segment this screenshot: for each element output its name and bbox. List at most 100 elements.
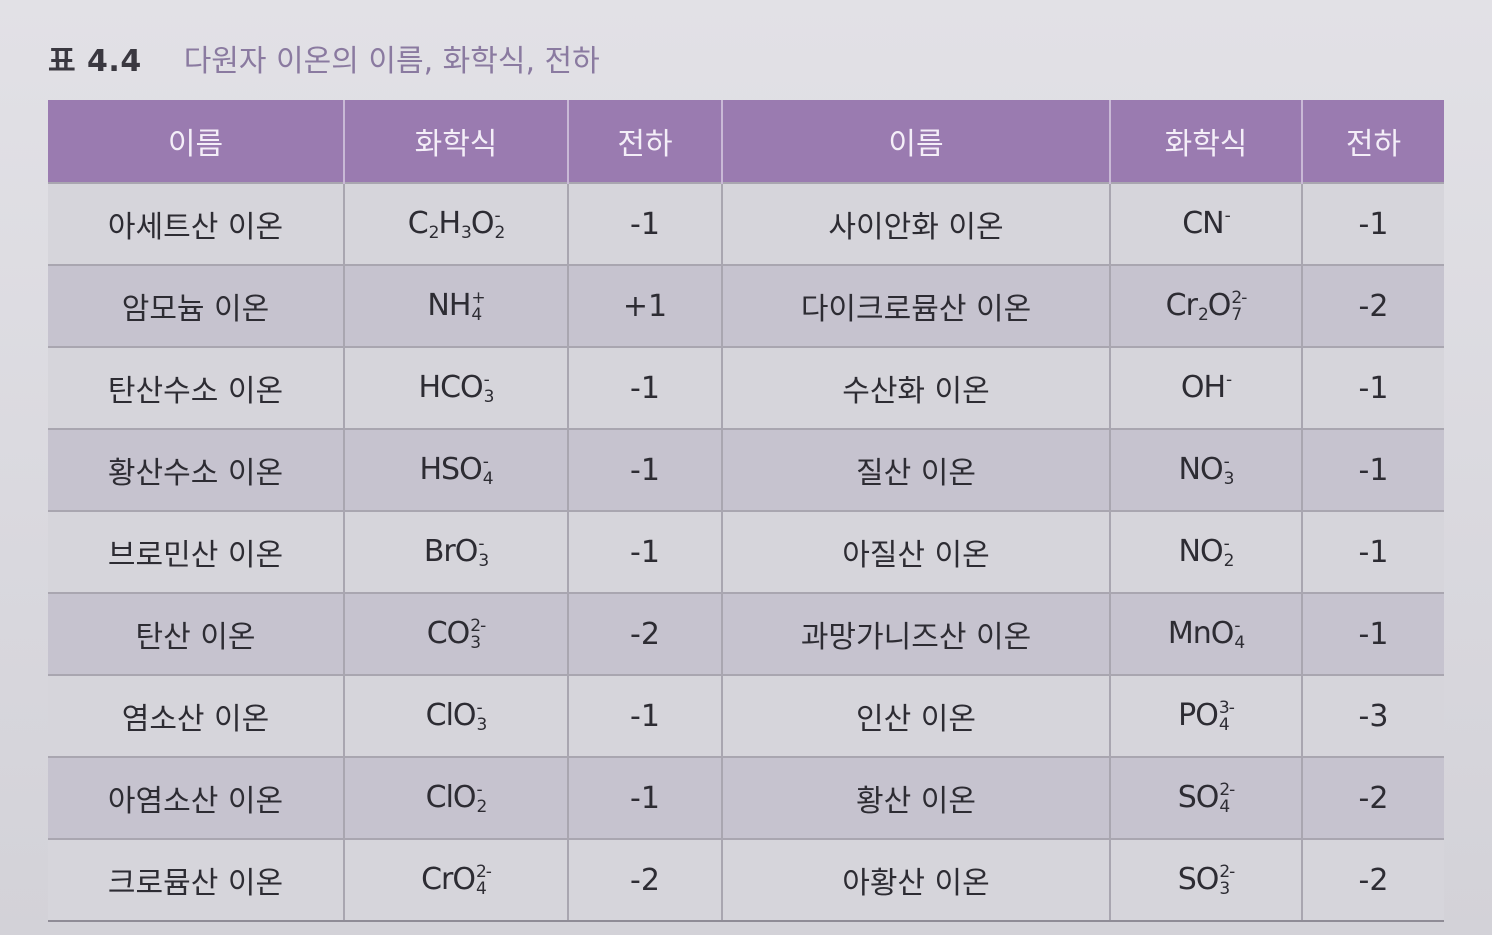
ion-charge-right: -1	[1301, 428, 1444, 511]
formula-element: CO	[426, 616, 471, 652]
formula-element: MnO	[1167, 616, 1235, 652]
formula-charge-superscript: 2-	[1219, 861, 1235, 882]
formula-subscript: 2	[476, 796, 488, 817]
ion-charge-left: -2	[567, 592, 723, 675]
ion-formula-right: PO 3- 4	[1109, 674, 1303, 757]
ion-name-left: 브로민산 이온	[48, 510, 345, 593]
formula-subscript: 3	[478, 550, 489, 571]
formula-element: NH	[427, 288, 471, 324]
formula-element: NO	[1178, 534, 1224, 570]
formula-element: PO	[1178, 698, 1219, 734]
header-charge-right: 전하	[1301, 100, 1444, 183]
ion-name-right: 수산화 이온	[721, 346, 1111, 429]
formula-charge-superscript: -	[494, 205, 500, 226]
formula-charge-superscript: 2-	[1231, 287, 1247, 308]
formula-element: CN	[1182, 206, 1224, 242]
formula-element: CrO	[421, 862, 476, 898]
ion-formula-right: Cr 2 O 2- 7	[1109, 264, 1303, 347]
formula-subscript: 4	[1219, 796, 1230, 817]
formula-subscript	[1225, 225, 1230, 242]
ion-formula-left: BrO -3	[343, 510, 569, 593]
formula-element: BrO	[423, 534, 479, 570]
formula-charge-superscript: -	[1224, 205, 1231, 226]
ion-charge-right: -1	[1301, 346, 1444, 429]
ion-formula-left: ClO -3	[343, 674, 569, 757]
formula-charge-superscript: -	[1226, 369, 1232, 390]
ion-name-right: 다이크로뮴산 이온	[721, 264, 1111, 347]
ion-formula-right: SO 2- 4	[1109, 756, 1303, 839]
formula-charge-superscript: +	[471, 287, 485, 308]
table-row: 브로민산 이온 BrO -3 -1 아질산 이온 NO -2 -1	[48, 510, 1444, 593]
table-row: 황산수소 이온 HSO -4 -1 질산 이온 NO -3 -1	[48, 428, 1444, 511]
formula-subscript: 3	[476, 714, 488, 735]
formula-element: HSO	[419, 452, 482, 488]
formula-charge-superscript: -	[476, 697, 483, 718]
header-name-left: 이름	[48, 100, 345, 183]
formula-element: O	[1207, 288, 1232, 324]
table-row: 암모늄 이온 NH +4 +1 다이크로뮴산 이온 Cr 2 O 2- 7 -2	[48, 264, 1444, 347]
formula-element: OH	[1180, 370, 1226, 406]
ion-charge-left: -2	[567, 838, 723, 922]
ion-charge-left: -1	[567, 756, 723, 839]
formula-element: Cr	[1165, 288, 1198, 324]
ion-name-left: 아세트산 이온	[48, 182, 345, 265]
ion-charge-right: -1	[1301, 592, 1444, 675]
formula-element: HCO	[418, 370, 484, 406]
ion-name-right: 질산 이온	[721, 428, 1111, 511]
ion-formula-right: MnO -4	[1109, 592, 1303, 675]
ion-charge-right: -2	[1301, 756, 1444, 839]
ion-name-right: 사이안화 이온	[721, 182, 1111, 265]
ion-name-left: 아염소산 이온	[48, 756, 345, 839]
ion-formula-right: NO -3	[1109, 428, 1303, 511]
ion-name-left: 암모늄 이온	[48, 264, 345, 347]
formula-element: ClO	[425, 698, 477, 734]
formula-element: C	[407, 206, 429, 242]
ion-charge-left: -1	[567, 346, 723, 429]
ion-formula-right: CN -	[1109, 182, 1303, 265]
header-name-right: 이름	[721, 100, 1111, 183]
ion-formula-right: OH -	[1109, 346, 1303, 429]
formula-element: SO	[1177, 862, 1220, 898]
formula-element: O	[470, 206, 495, 242]
table-title: 다원자 이온의 이름, 화학식, 전하	[183, 44, 600, 79]
table-body: 아세트산 이온 C 2 H 3 O -2 -1 사이안화 이온 CN - -1 암모늄 이온 NH +4 +1…	[48, 182, 1444, 922]
ion-charge-right: -1	[1301, 182, 1444, 265]
ion-formula-left: CO 2- 3	[343, 592, 569, 675]
formula-subscript: 3	[1223, 468, 1235, 489]
formula-subscript: 2	[494, 222, 505, 243]
ion-name-right: 아질산 이온	[721, 510, 1111, 593]
ion-formula-left: NH +4	[343, 264, 569, 347]
table-row: 염소산 이온 ClO -3 -1 인산 이온 PO 3- 4 -3	[48, 674, 1444, 757]
ion-charge-left: +1	[567, 264, 723, 347]
ion-name-right: 아황산 이온	[721, 838, 1111, 922]
header-formula-right: 화학식	[1109, 100, 1303, 183]
formula-charge-superscript: -	[1234, 615, 1240, 636]
table-caption: 표 4.4 다원자 이온의 이름, 화학식, 전하	[48, 34, 600, 82]
ion-formula-right: NO -2	[1109, 510, 1303, 593]
ion-table: 이름 화학식 전하 이름 화학식 전하 아세트산 이온 C 2 H 3 O -2 -1 사이안화…	[48, 100, 1444, 922]
formula-subscript: 7	[1231, 304, 1242, 325]
formula-element: ClO	[425, 780, 477, 816]
formula-charge-superscript: 2-	[1219, 779, 1235, 800]
table-row: 아염소산 이온 ClO -2 -1 황산 이온 SO 2- 4 -2	[48, 756, 1444, 839]
ion-name-left: 탄산수소 이온	[48, 346, 345, 429]
formula-subscript: 3	[461, 222, 472, 243]
formula-charge-superscript: 2-	[470, 615, 486, 636]
ion-formula-right: SO 2- 3	[1109, 838, 1303, 922]
ion-formula-left: HCO -3	[343, 346, 569, 429]
ion-name-right: 황산 이온	[721, 756, 1111, 839]
formula-charge-superscript: 2-	[475, 861, 492, 882]
table-row: 탄산 이온 CO 2- 3 -2 과망가니즈산 이온 MnO -4 -1	[48, 592, 1444, 675]
ion-name-left: 황산수소 이온	[48, 428, 345, 511]
ion-name-left: 크로뮴산 이온	[48, 838, 345, 922]
formula-subscript	[1226, 389, 1231, 406]
formula-subscript: 4	[1234, 632, 1245, 653]
ion-charge-left: -1	[567, 510, 723, 593]
formula-charge-superscript: -	[1223, 533, 1230, 554]
ion-charge-left: -1	[567, 674, 723, 757]
formula-element: NO	[1178, 452, 1224, 488]
formula-charge-superscript: 3-	[1218, 697, 1235, 718]
formula-charge-superscript: -	[482, 451, 489, 472]
table-row: 크로뮴산 이온 CrO 2- 4 -2 아황산 이온 SO 2- 3 -2	[48, 838, 1444, 922]
